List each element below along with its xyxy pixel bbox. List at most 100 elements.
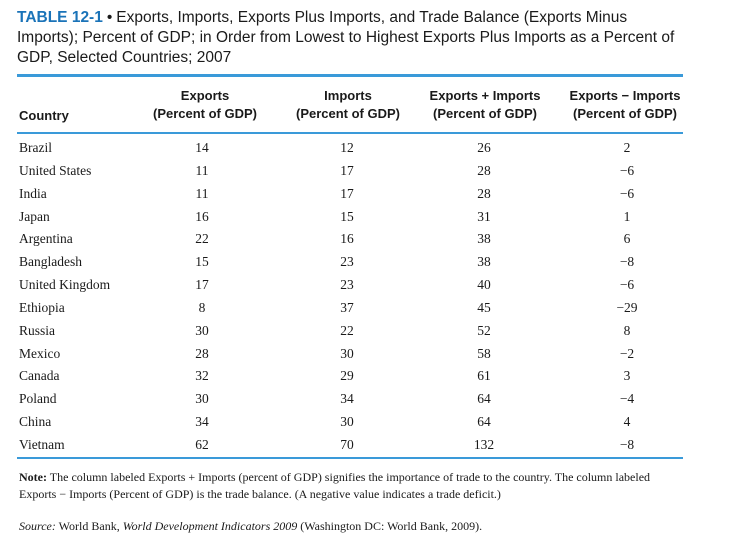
cell-balance: 6: [623, 231, 631, 247]
table-row: China 34 30 64 4: [17, 411, 683, 434]
cell-exports: 17: [195, 277, 209, 293]
table-row: Vietnam 62 70 132 −8: [17, 434, 683, 457]
table-row: Poland 30 34 64 −4: [17, 388, 683, 411]
cell-exports: 30: [195, 391, 209, 407]
cell-exports: 32: [195, 368, 209, 384]
cell-exports: 8: [198, 299, 206, 315]
cell-imports: 23: [340, 254, 354, 270]
cell-country: China: [19, 414, 52, 430]
cell-balance: 8: [623, 322, 631, 338]
caption-bullet: •: [106, 9, 113, 26]
cell-exports: 11: [195, 185, 209, 201]
cell-imports: 70: [340, 436, 354, 452]
cell-country: Canada: [19, 368, 60, 384]
cell-exports: 62: [195, 436, 209, 452]
table-row: Mexico 28 30 58 −2: [17, 343, 683, 366]
cell-country: India: [19, 185, 47, 201]
header-balance-line2: (Percent of GDP): [572, 106, 677, 121]
cell-exports: 11: [195, 162, 209, 178]
header-sum-line2: (Percent of GDP): [432, 106, 537, 121]
cell-imports: 15: [340, 208, 354, 224]
cell-country: Mexico: [19, 345, 61, 361]
cell-sum: 31: [477, 208, 491, 224]
cell-sum: 52: [477, 322, 491, 338]
cell-sum: 26: [477, 140, 491, 155]
cell-exports: 16: [195, 208, 209, 224]
table-page: TABLE 12-1 • Exports, Imports, Exports Plu…: [17, 8, 683, 533]
source-text-before: World Bank,: [58, 519, 120, 533]
caption-text: Exports, Imports, Exports Plus Imports, …: [17, 9, 675, 66]
table-row: Brazil 14 12 26 2: [17, 137, 683, 160]
cell-sum: 28: [477, 185, 491, 201]
table-row: Japan 16 15 31 1: [17, 206, 683, 229]
cell-country: United States: [19, 162, 92, 178]
table-source: Source: World Bank, World Development In…: [19, 519, 685, 534]
header-exports-line1: Exports: [180, 88, 230, 103]
cell-sum: 64: [477, 414, 491, 430]
cell-imports: 22: [340, 322, 354, 338]
cell-exports: 14: [195, 140, 209, 155]
note-label: Note:: [19, 470, 47, 484]
table-row: Ethiopia 8 37 45 −29: [17, 297, 683, 320]
cell-imports: 29: [340, 368, 354, 384]
cell-country: Vietnam: [19, 436, 65, 452]
source-title: World Development Indicators 2009: [122, 519, 298, 533]
cell-sum: 40: [477, 277, 491, 293]
table-row: United Kingdom 17 23 40 −6: [17, 274, 683, 297]
cell-balance: −29: [616, 299, 638, 315]
cell-sum: 132: [473, 436, 495, 452]
cell-balance: −4: [619, 391, 635, 407]
cell-sum: 38: [477, 254, 491, 270]
cell-country: Poland: [19, 391, 57, 407]
cell-country: Russia: [19, 322, 56, 338]
source-text-after: (Washington DC: World Bank, 2009).: [300, 519, 483, 533]
cell-sum: 38: [477, 231, 491, 247]
cell-imports: 30: [340, 414, 354, 430]
table-note: Note: The column labeled Exports + Impor…: [19, 469, 685, 503]
cell-country: Bangladesh: [19, 254, 82, 270]
source-label: Source:: [19, 519, 56, 533]
cell-balance: −6: [619, 185, 635, 201]
cell-imports: 17: [340, 162, 354, 178]
cell-balance: 3: [623, 368, 631, 384]
table-row: India 11 17 28 −6: [17, 183, 683, 206]
cell-sum: 61: [477, 368, 491, 384]
cell-balance: −2: [619, 345, 635, 361]
header-sum-line1: Exports + Imports: [429, 88, 541, 103]
header-rule: [17, 132, 683, 134]
header-imports: Imports (Percent of GDP): [280, 87, 416, 123]
header-imports-line2: (Percent of GDP): [295, 106, 400, 121]
cell-imports: 30: [340, 345, 354, 361]
cell-exports: 15: [195, 254, 209, 270]
table-row: United States 11 17 28 −6: [17, 160, 683, 183]
cell-balance: −8: [619, 436, 635, 452]
header-trade-balance: Exports − Imports (Percent of GDP): [557, 87, 693, 123]
cell-exports: 28: [195, 345, 209, 361]
top-rule: [17, 74, 683, 77]
cell-imports: 17: [340, 185, 354, 201]
header-exports: Exports (Percent of GDP): [137, 87, 273, 123]
cell-imports: 12: [340, 140, 354, 155]
cell-exports: 30: [195, 322, 209, 338]
cell-sum: 58: [477, 345, 491, 361]
cell-imports: 37: [340, 299, 354, 315]
note-text: The column labeled Exports + Imports (pe…: [19, 470, 651, 501]
cell-country: Argentina: [19, 231, 73, 247]
cell-balance: 4: [623, 414, 631, 430]
cell-country: Japan: [19, 208, 50, 224]
cell-country: United Kingdom: [19, 277, 111, 293]
table-row: Canada 32 29 61 3: [17, 365, 683, 388]
cell-sum: 45: [477, 299, 491, 315]
cell-exports: 34: [195, 414, 209, 430]
table-row: Russia 30 22 52 8: [17, 320, 683, 343]
bottom-rule: [17, 457, 683, 459]
table-row: Bangladesh 15 23 38 −8: [17, 251, 683, 274]
cell-balance: −6: [619, 277, 635, 293]
header-balance-line1: Exports − Imports: [569, 88, 681, 103]
header-exports-plus-imports: Exports + Imports (Percent of GDP): [417, 87, 553, 123]
cell-imports: 16: [340, 231, 354, 247]
cell-sum: 64: [477, 391, 491, 407]
cell-imports: 34: [340, 391, 354, 407]
header-exports-line2: (Percent of GDP): [152, 106, 257, 121]
header-imports-line1: Imports: [324, 88, 372, 103]
